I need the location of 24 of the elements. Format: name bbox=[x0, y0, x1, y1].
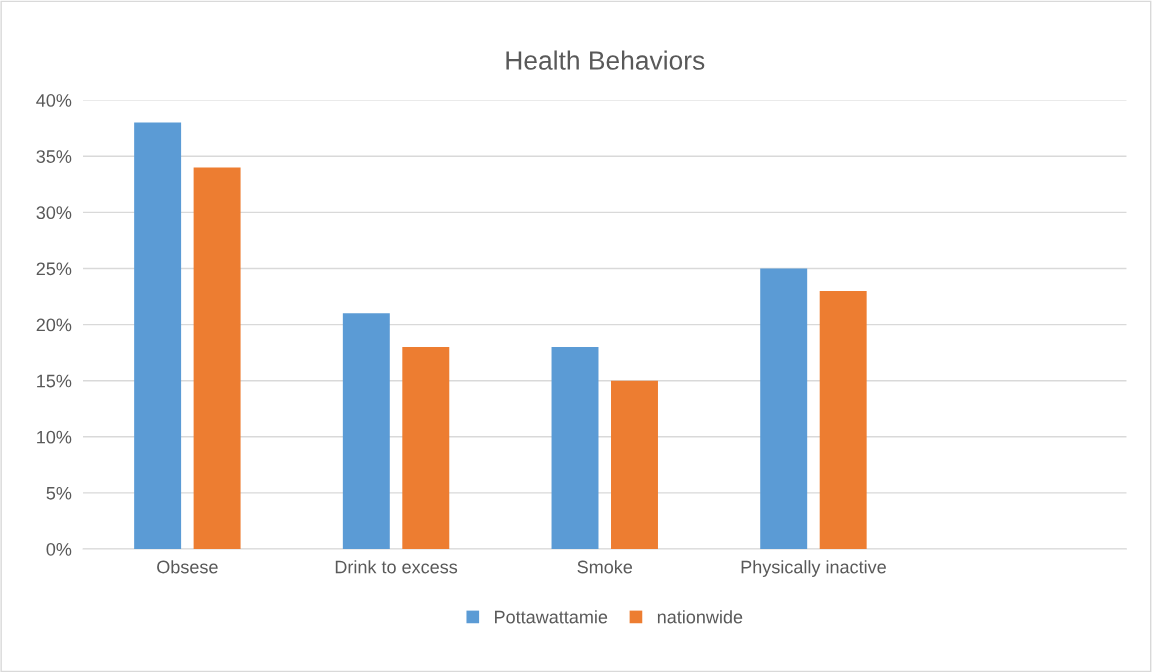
y-tick-label: 20% bbox=[36, 318, 72, 332]
bar bbox=[402, 347, 450, 550]
y-tick-label: 25% bbox=[36, 262, 72, 276]
legend-label: nationwide bbox=[657, 610, 743, 624]
x-tick-label: Smoke bbox=[577, 560, 633, 574]
bar bbox=[134, 122, 182, 550]
y-tick-label: 35% bbox=[36, 150, 72, 163]
x-tick-label: Drink to excess bbox=[335, 560, 458, 574]
y-tick-label: 15% bbox=[37, 374, 72, 388]
bar bbox=[611, 380, 658, 550]
x-tick-label: Physically inactive bbox=[741, 560, 886, 577]
bar bbox=[760, 268, 808, 550]
bar bbox=[551, 347, 599, 550]
bar bbox=[193, 167, 241, 550]
y-tick-label: 10% bbox=[37, 430, 72, 444]
y-tick-label: 30% bbox=[36, 206, 72, 220]
bar bbox=[819, 290, 867, 550]
y-tick-label: 5% bbox=[46, 486, 72, 500]
x-tick-label: Obsese bbox=[157, 560, 218, 574]
legend-label: Pottawattamie bbox=[495, 610, 608, 624]
chart-title: Health Behaviors bbox=[506, 50, 705, 70]
y-tick-label: 40% bbox=[36, 94, 72, 107]
y-tick-label: 0% bbox=[46, 542, 72, 556]
bar bbox=[342, 313, 390, 550]
